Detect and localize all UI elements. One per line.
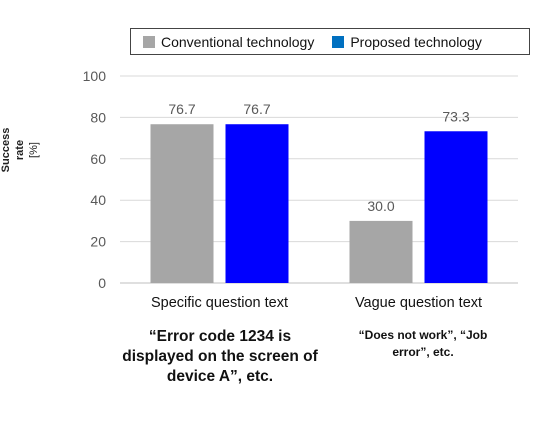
data-label-conventional-1: 30.0 bbox=[367, 198, 394, 214]
y-tick-label-100: 100 bbox=[83, 68, 107, 84]
legend-label-conventional: Conventional technology bbox=[161, 33, 315, 50]
bar-conventional-0 bbox=[150, 124, 214, 283]
y-tick-label-20: 20 bbox=[90, 234, 106, 250]
y-axis-label: Success rate bbox=[0, 127, 26, 173]
bar-conventional-1 bbox=[349, 220, 413, 283]
bar-proposed-0 bbox=[225, 124, 289, 283]
legend-label-proposed: Proposed technology bbox=[350, 33, 482, 50]
x-category-label-1: Vague question text bbox=[355, 295, 482, 311]
y-axis-title: Success rate [%] bbox=[0, 126, 41, 174]
x-category-label-0: Specific question text bbox=[151, 295, 288, 311]
data-label-proposed-1: 73.3 bbox=[442, 108, 469, 124]
legend-swatch-conventional bbox=[143, 35, 155, 48]
y-axis-unit: [%] bbox=[28, 142, 40, 158]
y-tick-label-60: 60 bbox=[90, 151, 106, 167]
legend-item-proposed: Proposed technology bbox=[332, 34, 482, 50]
data-label-proposed-0: 76.7 bbox=[243, 101, 270, 117]
y-tick-label-40: 40 bbox=[90, 192, 106, 208]
chart-legend: Conventional technology Proposed technol… bbox=[130, 28, 530, 55]
annotation-vague: “Does not work”, “Job error”, etc. bbox=[358, 328, 488, 359]
bar-proposed-1 bbox=[424, 131, 488, 283]
legend-item-conventional: Conventional technology bbox=[143, 34, 314, 50]
y-tick-label-0: 0 bbox=[98, 275, 106, 291]
annotation-specific: “Error code 1234 is displayed on the scr… bbox=[122, 328, 318, 385]
data-label-conventional-0: 76.7 bbox=[168, 101, 195, 117]
legend-swatch-proposed bbox=[332, 35, 345, 48]
y-tick-label-80: 80 bbox=[90, 109, 106, 125]
